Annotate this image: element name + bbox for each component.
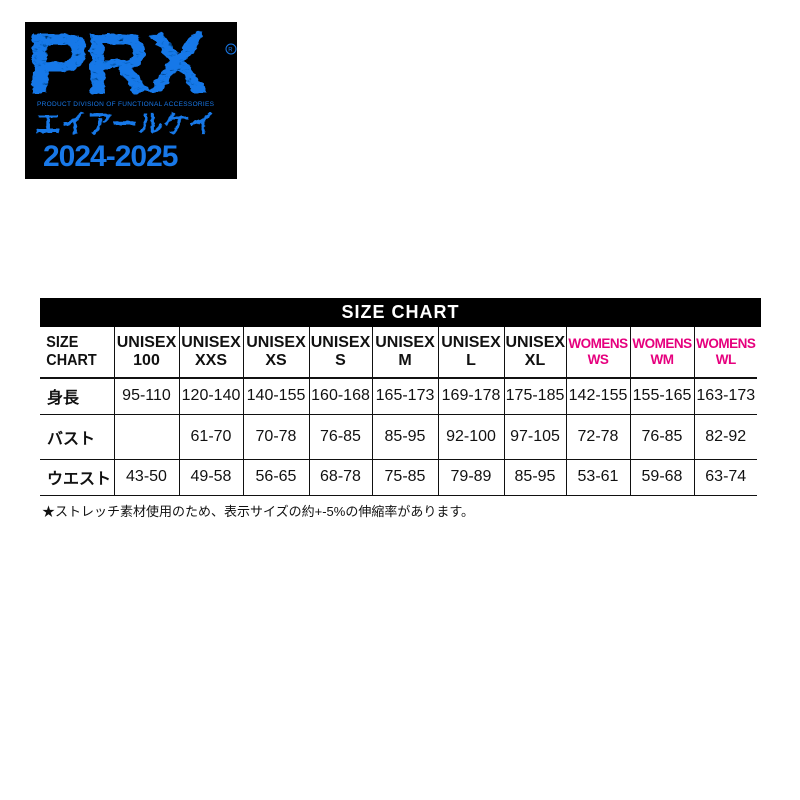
- svg-text:R: R: [228, 47, 233, 53]
- svg-text:エイアールケイ: エイアールケイ: [35, 109, 215, 139]
- svg-text:PRODUCT DIVISION OF FUNCTIONAL: PRODUCT DIVISION OF FUNCTIONAL ACCESSORI…: [37, 101, 215, 108]
- svg-text:PRX: PRX: [27, 22, 208, 110]
- svg-text:2024-2025: 2024-2025: [43, 140, 178, 173]
